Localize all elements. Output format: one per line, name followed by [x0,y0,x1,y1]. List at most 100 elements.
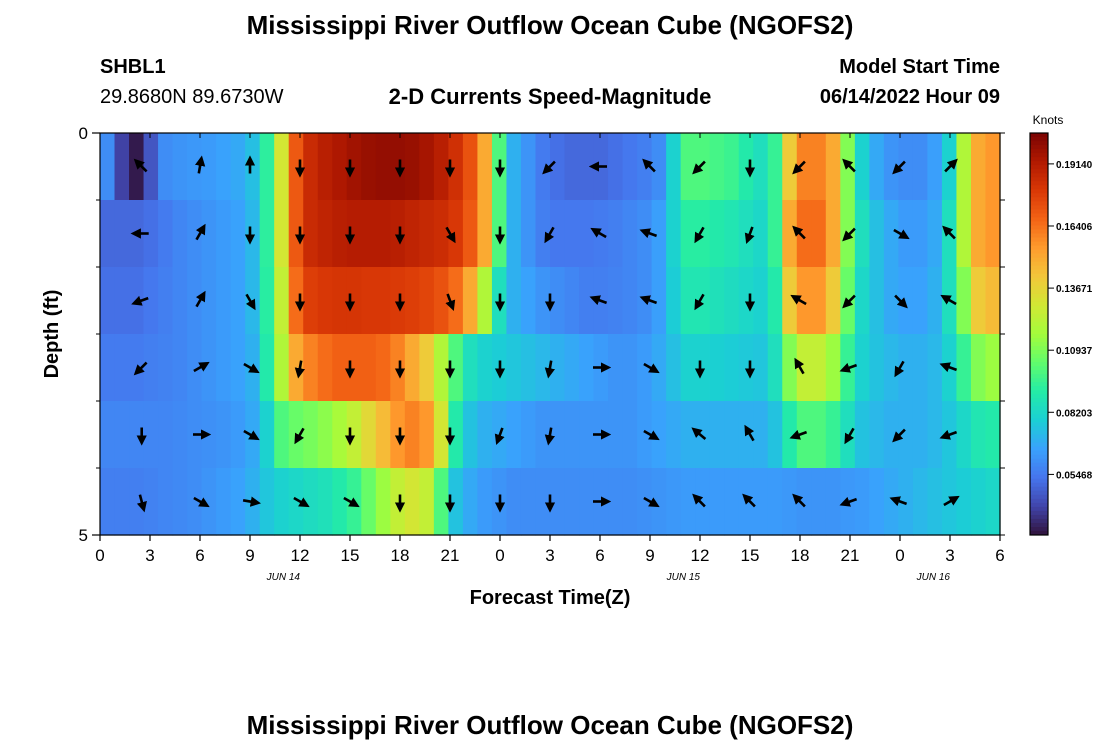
current-arrow [692,160,706,175]
heatmap-cell [520,334,537,402]
heatmap-cell [317,334,333,402]
heatmap-cell [796,468,812,536]
heatmap-cell [970,401,987,469]
heatmap-cell [216,200,232,268]
current-arrow [243,362,260,374]
date-label: JUN 14 [266,572,301,583]
heatmap-cell [114,133,130,201]
heatmap-cell [303,468,319,536]
heatmap-cell [114,401,130,469]
x-tick-label: 6 [595,546,604,565]
heatmap-cell [709,334,725,402]
colorbar-tick-label: 0.08203 [1056,408,1093,419]
heatmap-cell [927,468,943,536]
colorbar-segment [1030,486,1048,492]
colorbar-segment [1030,478,1048,484]
station-id: SHBL1 [100,56,166,78]
colorbar-segment [1030,454,1048,460]
heatmap-cell [956,200,972,268]
colorbar-segment [1030,165,1048,170]
colorbar-segment [1030,321,1048,327]
heatmap-cell [680,334,696,402]
colorbar-segment [1030,209,1048,214]
heatmap-cell [346,267,362,335]
heatmap-cell [375,133,391,201]
heatmap-cell [550,200,566,268]
heatmap-cell [738,267,754,335]
heatmap-cell [782,401,798,469]
current-arrow [193,361,210,373]
heatmap-cell [898,133,914,201]
heatmap-cell [840,401,856,469]
current-arrow [242,496,261,507]
x-tick-label: 12 [691,546,710,565]
heatmap-cell [825,200,841,268]
heatmap-cell [869,200,885,268]
heatmap-cell [753,401,769,469]
colorbar-segment [1030,402,1048,407]
heatmap-cell [404,401,420,469]
heatmap-cell [506,334,522,402]
heatmap-cell [579,468,595,536]
heatmap-cell [564,468,580,536]
current-arrow [942,225,956,240]
current-arrow [842,227,856,242]
heatmap-cell [535,468,551,536]
heatmap-cell [753,133,769,201]
colorbar-segment [1030,237,1048,243]
colorbar-segment [1030,430,1048,435]
heatmap-cell [230,133,246,201]
heatmap-cell [259,133,275,201]
heatmap-cell [100,468,116,536]
heatmap-cell [114,468,130,536]
heatmap-cell [419,334,435,402]
current-arrow [639,295,658,306]
current-arrow [131,295,149,306]
heatmap-cell [172,200,188,268]
heatmap-cell [303,334,319,402]
date-label: JUN 16 [916,572,951,583]
current-arrow [742,493,756,508]
heatmap-cell [201,267,217,335]
colorbar-title: Knots [1033,113,1064,127]
heatmap-cell [477,200,493,268]
heatmap-cell [825,468,841,536]
heatmap-cell [666,133,682,201]
page-title: Mississippi River Outflow Ocean Cube (NG… [246,10,854,40]
colorbar-segment [1030,201,1048,206]
colorbar-frame [1029,132,1049,536]
heatmap-cell [433,133,449,201]
x-tick-label: 0 [895,546,904,565]
x-tick-label: 3 [545,546,554,565]
heatmap-cell [970,200,987,268]
x-tick-label: 18 [791,546,810,565]
heatmap-cell [883,133,899,201]
heatmap-cell [579,401,595,469]
heatmap-cell [695,401,711,469]
station-coordinates: 29.8680N 89.6730W [100,86,284,108]
heatmap-cell [927,267,943,335]
heatmap-cell [462,267,479,335]
chart-subtitle: 2-D Currents Speed-Magnitude [388,84,712,109]
colorbar-segment [1030,305,1048,311]
heatmap-cell [666,401,682,469]
heatmap-cell [317,401,333,469]
colorbar-tick-label: 0.19140 [1056,160,1093,171]
current-arrow [133,158,148,173]
colorbar-segment [1030,221,1048,226]
current-arrow [245,293,256,311]
heatmap-cell [375,334,391,402]
heatmap-cell [709,200,725,268]
current-arrow [893,228,910,240]
heatmap-cell [114,334,130,402]
heatmap-cell [738,133,754,201]
colorbar-segment [1030,149,1048,154]
heatmap-cell [303,401,319,469]
heatmap-cell [332,468,348,536]
heatmap-cell [767,133,783,201]
colorbar-segment [1030,173,1048,178]
colorbar-segment [1030,261,1048,267]
heatmap-cell [637,334,653,402]
colorbar-segment [1030,317,1048,323]
heatmap-cell [274,267,290,335]
